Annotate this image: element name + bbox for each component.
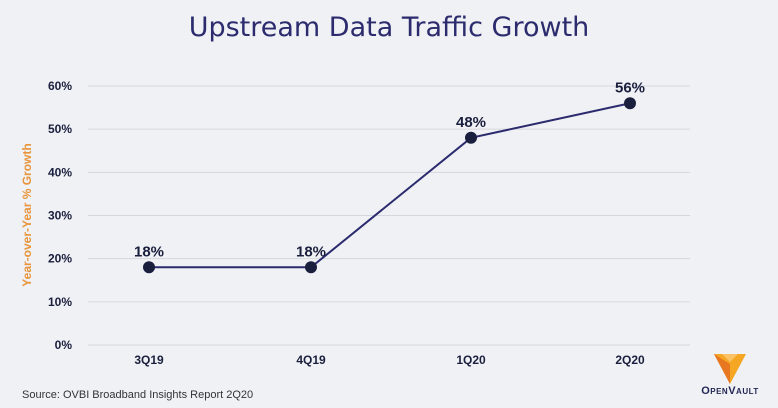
gridlines [88,85,690,346]
x-tick-label: 4Q19 [296,353,326,367]
logo-icon [714,354,746,384]
data-point [465,131,477,144]
data-point [624,97,636,110]
series-line [143,97,636,274]
chart-title: Upstream Data Traffic Growth [188,12,590,43]
y-tick-label: 60% [48,79,72,93]
data-label: 18% [296,243,326,260]
x-tick-label: 1Q20 [456,353,486,367]
data-point [143,261,155,274]
y-tick-label: 0% [55,338,73,352]
data-labels: 18% 18% 48% 56% [134,79,645,260]
data-label: 18% [134,243,164,260]
series-line-path [149,102,631,269]
x-axis-ticks: 3Q19 4Q19 1Q20 2Q20 [134,353,645,367]
logo-text: OpenVault [701,385,759,397]
x-tick-label: 3Q19 [134,353,164,367]
y-tick-label: 30% [48,209,72,223]
data-label: 56% [615,79,645,96]
y-tick-label: 40% [48,165,72,179]
data-point [305,261,317,274]
source-note: Source: OVBI Broadband Insights Report 2… [22,389,254,401]
openvault-logo: OpenVault [690,352,770,402]
y-tick-label: 50% [48,122,72,136]
x-tick-label: 2Q20 [615,353,645,367]
y-axis-ticks: 0% 10% 20% 30% 40% 50% 60% [48,79,72,352]
y-tick-label: 20% [48,252,72,266]
y-axis-label: Year-over-Year % Growth [20,143,34,286]
y-tick-label: 10% [48,295,72,309]
data-label: 48% [456,114,486,131]
